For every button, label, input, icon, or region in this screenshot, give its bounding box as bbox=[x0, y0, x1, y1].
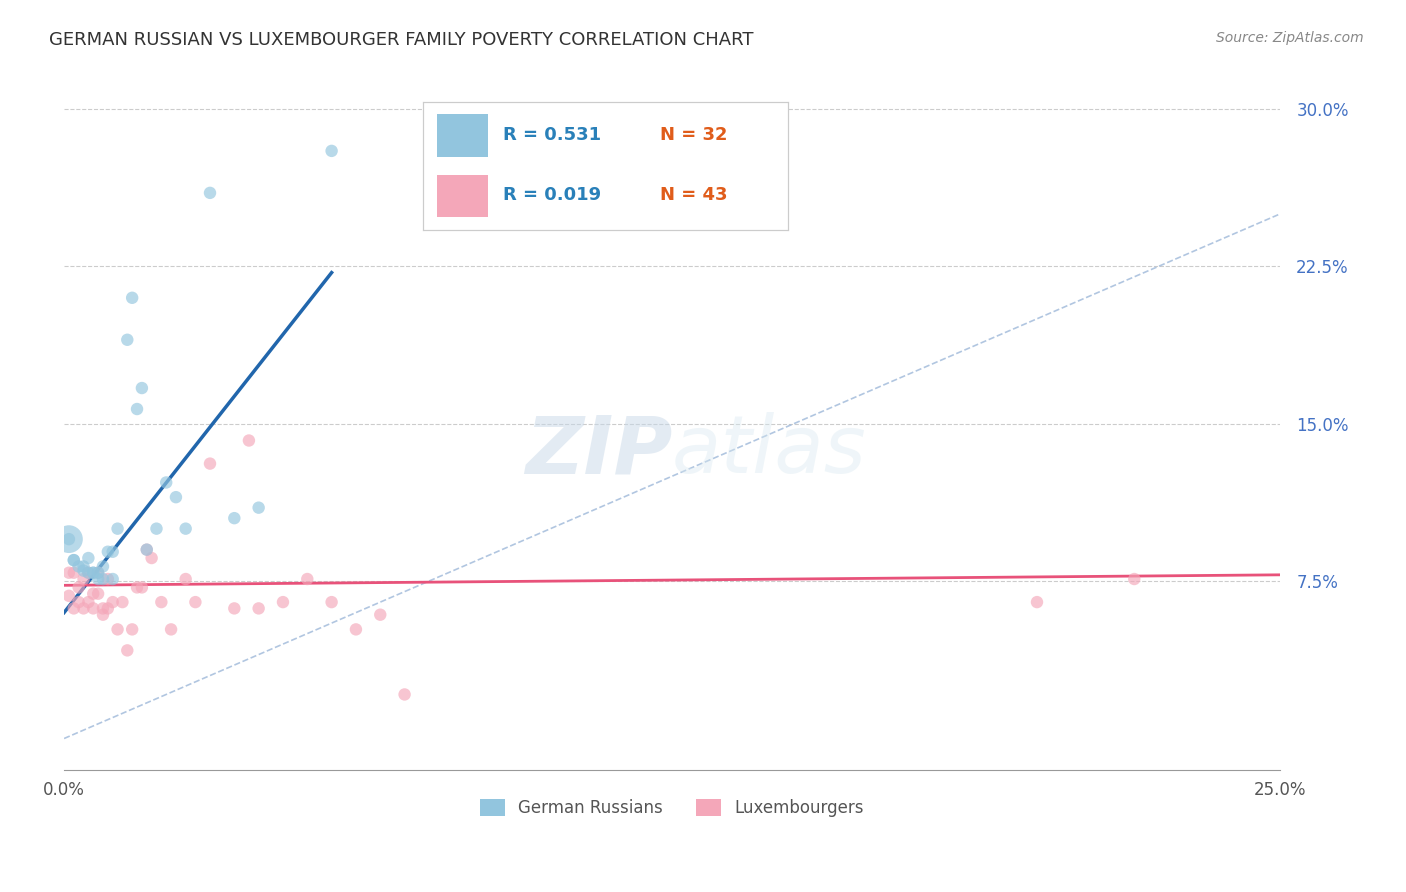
Point bbox=[160, 623, 183, 637]
Point bbox=[1123, 572, 1146, 586]
Point bbox=[82, 587, 104, 601]
Point bbox=[58, 532, 80, 546]
Point bbox=[1026, 595, 1049, 609]
Point bbox=[224, 601, 246, 615]
Point bbox=[87, 566, 110, 580]
Point bbox=[72, 564, 94, 578]
Point bbox=[97, 545, 120, 559]
Text: Source: ZipAtlas.com: Source: ZipAtlas.com bbox=[1216, 31, 1364, 45]
Point bbox=[87, 587, 110, 601]
Point bbox=[77, 566, 100, 580]
Point bbox=[117, 333, 139, 347]
Point bbox=[107, 623, 129, 637]
Point bbox=[91, 607, 114, 622]
Point bbox=[82, 566, 104, 580]
Point bbox=[97, 601, 120, 615]
Point bbox=[174, 572, 197, 586]
Point bbox=[87, 572, 110, 586]
Point bbox=[198, 186, 221, 200]
Point bbox=[101, 545, 124, 559]
Point bbox=[77, 595, 100, 609]
Point bbox=[117, 643, 139, 657]
Point bbox=[111, 595, 134, 609]
Point bbox=[297, 572, 319, 586]
Point bbox=[77, 566, 100, 580]
Text: GERMAN RUSSIAN VS LUXEMBOURGER FAMILY POVERTY CORRELATION CHART: GERMAN RUSSIAN VS LUXEMBOURGER FAMILY PO… bbox=[49, 31, 754, 49]
Legend: German Russians, Luxembourgers: German Russians, Luxembourgers bbox=[474, 792, 870, 824]
Point bbox=[58, 566, 80, 580]
Point bbox=[271, 595, 294, 609]
Point bbox=[155, 475, 177, 490]
Point bbox=[198, 457, 221, 471]
Point bbox=[247, 601, 270, 615]
Point bbox=[58, 532, 80, 546]
Point bbox=[321, 144, 343, 158]
Point bbox=[97, 572, 120, 586]
Point bbox=[184, 595, 207, 609]
Point bbox=[91, 559, 114, 574]
Point bbox=[101, 595, 124, 609]
Point bbox=[121, 291, 143, 305]
Point bbox=[67, 581, 90, 595]
Point bbox=[62, 601, 84, 615]
Point bbox=[72, 559, 94, 574]
Point bbox=[145, 522, 167, 536]
Point bbox=[174, 522, 197, 536]
Point bbox=[62, 566, 84, 580]
Point bbox=[247, 500, 270, 515]
Point bbox=[87, 566, 110, 580]
Text: ZIP: ZIP bbox=[524, 412, 672, 491]
Point bbox=[394, 688, 416, 702]
Point bbox=[62, 553, 84, 567]
Point bbox=[72, 601, 94, 615]
Point bbox=[125, 402, 148, 417]
Point bbox=[135, 542, 157, 557]
Point bbox=[224, 511, 246, 525]
Point bbox=[82, 601, 104, 615]
Point bbox=[91, 601, 114, 615]
Point bbox=[62, 553, 84, 567]
Point bbox=[82, 566, 104, 580]
Text: atlas: atlas bbox=[672, 412, 868, 491]
Point bbox=[67, 595, 90, 609]
Point bbox=[91, 572, 114, 586]
Point bbox=[344, 623, 367, 637]
Point bbox=[67, 559, 90, 574]
Point bbox=[125, 581, 148, 595]
Point bbox=[141, 551, 163, 566]
Point bbox=[131, 581, 153, 595]
Point bbox=[368, 607, 391, 622]
Point bbox=[101, 572, 124, 586]
Point bbox=[321, 595, 343, 609]
Point bbox=[165, 490, 187, 504]
Point bbox=[72, 572, 94, 586]
Point bbox=[238, 434, 260, 448]
Point bbox=[58, 589, 80, 603]
Point bbox=[131, 381, 153, 395]
Point bbox=[121, 623, 143, 637]
Point bbox=[135, 542, 157, 557]
Point bbox=[150, 595, 173, 609]
Point bbox=[77, 551, 100, 566]
Point bbox=[107, 522, 129, 536]
